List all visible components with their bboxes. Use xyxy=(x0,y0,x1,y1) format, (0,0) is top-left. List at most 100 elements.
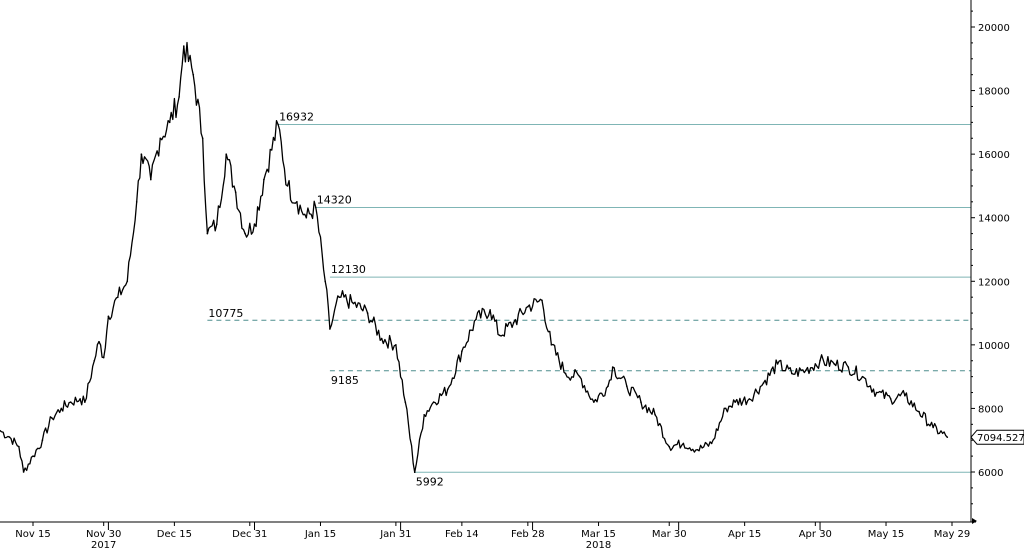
price-point xyxy=(734,401,737,403)
price-point xyxy=(861,375,864,378)
x-axis-arrow-icon xyxy=(972,518,977,524)
price-point xyxy=(22,471,25,473)
price-point xyxy=(607,385,609,387)
y-tick-label: 18000 xyxy=(978,87,1010,98)
price-point xyxy=(32,455,34,457)
price-point xyxy=(178,96,180,98)
price-point xyxy=(234,191,237,194)
price-point xyxy=(611,366,614,368)
annotation-label-9185: 9185 xyxy=(331,374,359,387)
price-point xyxy=(314,206,317,209)
price-point xyxy=(140,153,143,155)
price-point xyxy=(904,394,906,397)
x-tick-label: Dec 31 xyxy=(232,529,267,540)
x-tick-label: Jan 31 xyxy=(379,529,411,540)
price-point xyxy=(107,315,110,318)
price-point xyxy=(93,359,96,362)
price-point xyxy=(41,439,44,442)
x-year-label: 2017 xyxy=(91,540,116,549)
annotation-label-10775: 10775 xyxy=(208,307,243,320)
price-point xyxy=(475,318,477,321)
price-point xyxy=(946,436,949,439)
x-tick-label: Mar 15 xyxy=(581,529,616,540)
price-point xyxy=(512,321,515,324)
x-tick-label: Feb 28 xyxy=(511,529,545,540)
price-point xyxy=(432,401,435,403)
price-point xyxy=(84,401,86,403)
price-point xyxy=(206,232,209,235)
x-tick-label: Nov 15 xyxy=(15,529,50,540)
annotation-lines xyxy=(207,124,971,473)
annotation-labels: 16932 14320 12130 10775 9185 5992 xyxy=(208,111,443,489)
price-point xyxy=(150,178,152,181)
price-point xyxy=(640,401,642,403)
price-point xyxy=(724,407,727,410)
price-point xyxy=(461,350,463,353)
y-tick-label: 10000 xyxy=(978,341,1010,352)
price-point xyxy=(875,391,878,394)
y-tick-label: 12000 xyxy=(978,277,1010,288)
price-point xyxy=(748,398,751,400)
x-tick-label: May 29 xyxy=(934,529,971,540)
x-year-label: 2018 xyxy=(586,540,611,549)
price-point xyxy=(541,299,543,302)
price-point xyxy=(8,436,11,438)
price-point xyxy=(168,121,171,124)
price-point xyxy=(225,153,228,155)
price-point xyxy=(710,442,713,445)
price-point xyxy=(762,382,765,384)
x-tick-label: Mar 30 xyxy=(652,529,687,540)
price-point xyxy=(98,340,100,343)
price-point xyxy=(192,73,195,76)
price-point xyxy=(668,445,671,448)
price-line-0 xyxy=(0,41,948,473)
price-point xyxy=(183,45,185,47)
price-point xyxy=(446,388,449,391)
price-point xyxy=(932,426,934,429)
price-point xyxy=(847,366,850,368)
annotation-label-16932: 16932 xyxy=(279,111,314,124)
last-value-box xyxy=(970,429,1024,445)
x-tick-label: Feb 14 xyxy=(445,529,479,540)
price-point xyxy=(286,185,289,187)
price-point xyxy=(324,280,326,283)
price-point xyxy=(489,309,491,311)
x-tick-label: Jan 15 xyxy=(304,529,336,540)
price-point xyxy=(918,410,920,413)
price-point xyxy=(244,232,246,235)
y-tick-label: 20000 xyxy=(978,23,1010,34)
price-point xyxy=(790,372,793,375)
price-point xyxy=(366,312,369,314)
price-point xyxy=(423,413,425,416)
y-tick-label: 8000 xyxy=(978,404,1003,415)
y-axis: 6000 8000 10000 12000 14000 16000 18000 20000 xyxy=(970,0,1010,522)
price-point xyxy=(201,137,204,140)
price-point xyxy=(564,372,567,375)
price-point xyxy=(819,359,821,362)
price-point xyxy=(682,442,685,445)
price-point xyxy=(593,401,595,403)
y-tick-label: 14000 xyxy=(978,214,1010,225)
price-point xyxy=(117,296,119,298)
price-point xyxy=(126,280,129,283)
price-point xyxy=(578,375,581,378)
price-series xyxy=(0,41,949,474)
price-point xyxy=(550,344,553,346)
price-point xyxy=(296,201,298,203)
x-tick-label: Nov 30 xyxy=(86,529,121,540)
price-point xyxy=(626,385,628,387)
price-point xyxy=(253,223,256,225)
price-point xyxy=(135,201,138,203)
annotation-label-14320: 14320 xyxy=(317,194,352,207)
price-point xyxy=(263,178,265,181)
last-value-label: 7094.5273 xyxy=(977,433,1024,444)
y-tick-label: 6000 xyxy=(978,468,1003,479)
price-point xyxy=(805,369,807,372)
price-point xyxy=(380,337,383,340)
price-point xyxy=(18,445,20,448)
price-point xyxy=(338,296,341,298)
price-point xyxy=(329,328,331,330)
price-point xyxy=(216,223,218,225)
price-point xyxy=(51,417,53,419)
